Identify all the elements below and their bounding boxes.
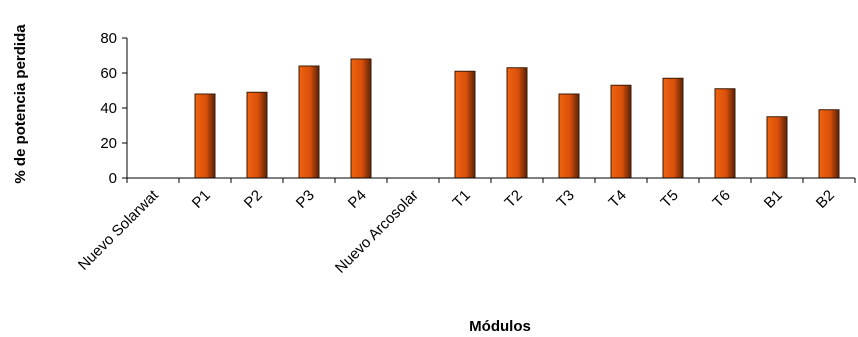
y-tick-label: 0 — [109, 170, 117, 187]
bar-t6 — [714, 88, 736, 179]
x-tick-label: B1 — [761, 187, 786, 212]
x-tick-label: T1 — [449, 187, 473, 211]
bar-b2 — [818, 109, 840, 179]
y-tick-label: 40 — [100, 100, 117, 117]
y-tick-label: 60 — [100, 65, 117, 82]
x-tick-label: T3 — [553, 187, 577, 211]
y-axis-title: % de potencia perdida — [12, 24, 29, 184]
bars-group — [194, 58, 840, 179]
x-tick-label: T4 — [605, 187, 629, 211]
y-ticks-group: 0 20 40 60 80 — [100, 30, 127, 187]
bar-p1 — [194, 93, 216, 179]
bar-t4 — [610, 84, 632, 179]
x-axis-title: Módulos — [469, 318, 531, 335]
x-tick-label: Nuevo Solarwat — [75, 186, 162, 273]
y-tick-label: 20 — [100, 135, 117, 152]
x-tick-label: T5 — [657, 187, 681, 211]
bar-b1 — [766, 116, 788, 179]
bar-t3 — [558, 93, 580, 179]
bar-t1 — [454, 70, 476, 179]
bar-t2 — [506, 67, 528, 179]
x-tick-label: P2 — [241, 187, 266, 212]
x-tick-label: T2 — [501, 187, 525, 211]
bar-t5 — [662, 77, 684, 179]
y-tick-label: 80 — [100, 30, 117, 47]
x-tick-label: P4 — [345, 187, 370, 212]
bar-p4 — [350, 58, 372, 179]
x-tick-label: P3 — [293, 187, 318, 212]
x-tick-label: T6 — [709, 187, 733, 211]
bar-p3 — [298, 65, 320, 179]
bar-p2 — [246, 91, 268, 179]
x-tick-label: P1 — [189, 187, 214, 212]
x-tick-label: B2 — [813, 187, 838, 212]
